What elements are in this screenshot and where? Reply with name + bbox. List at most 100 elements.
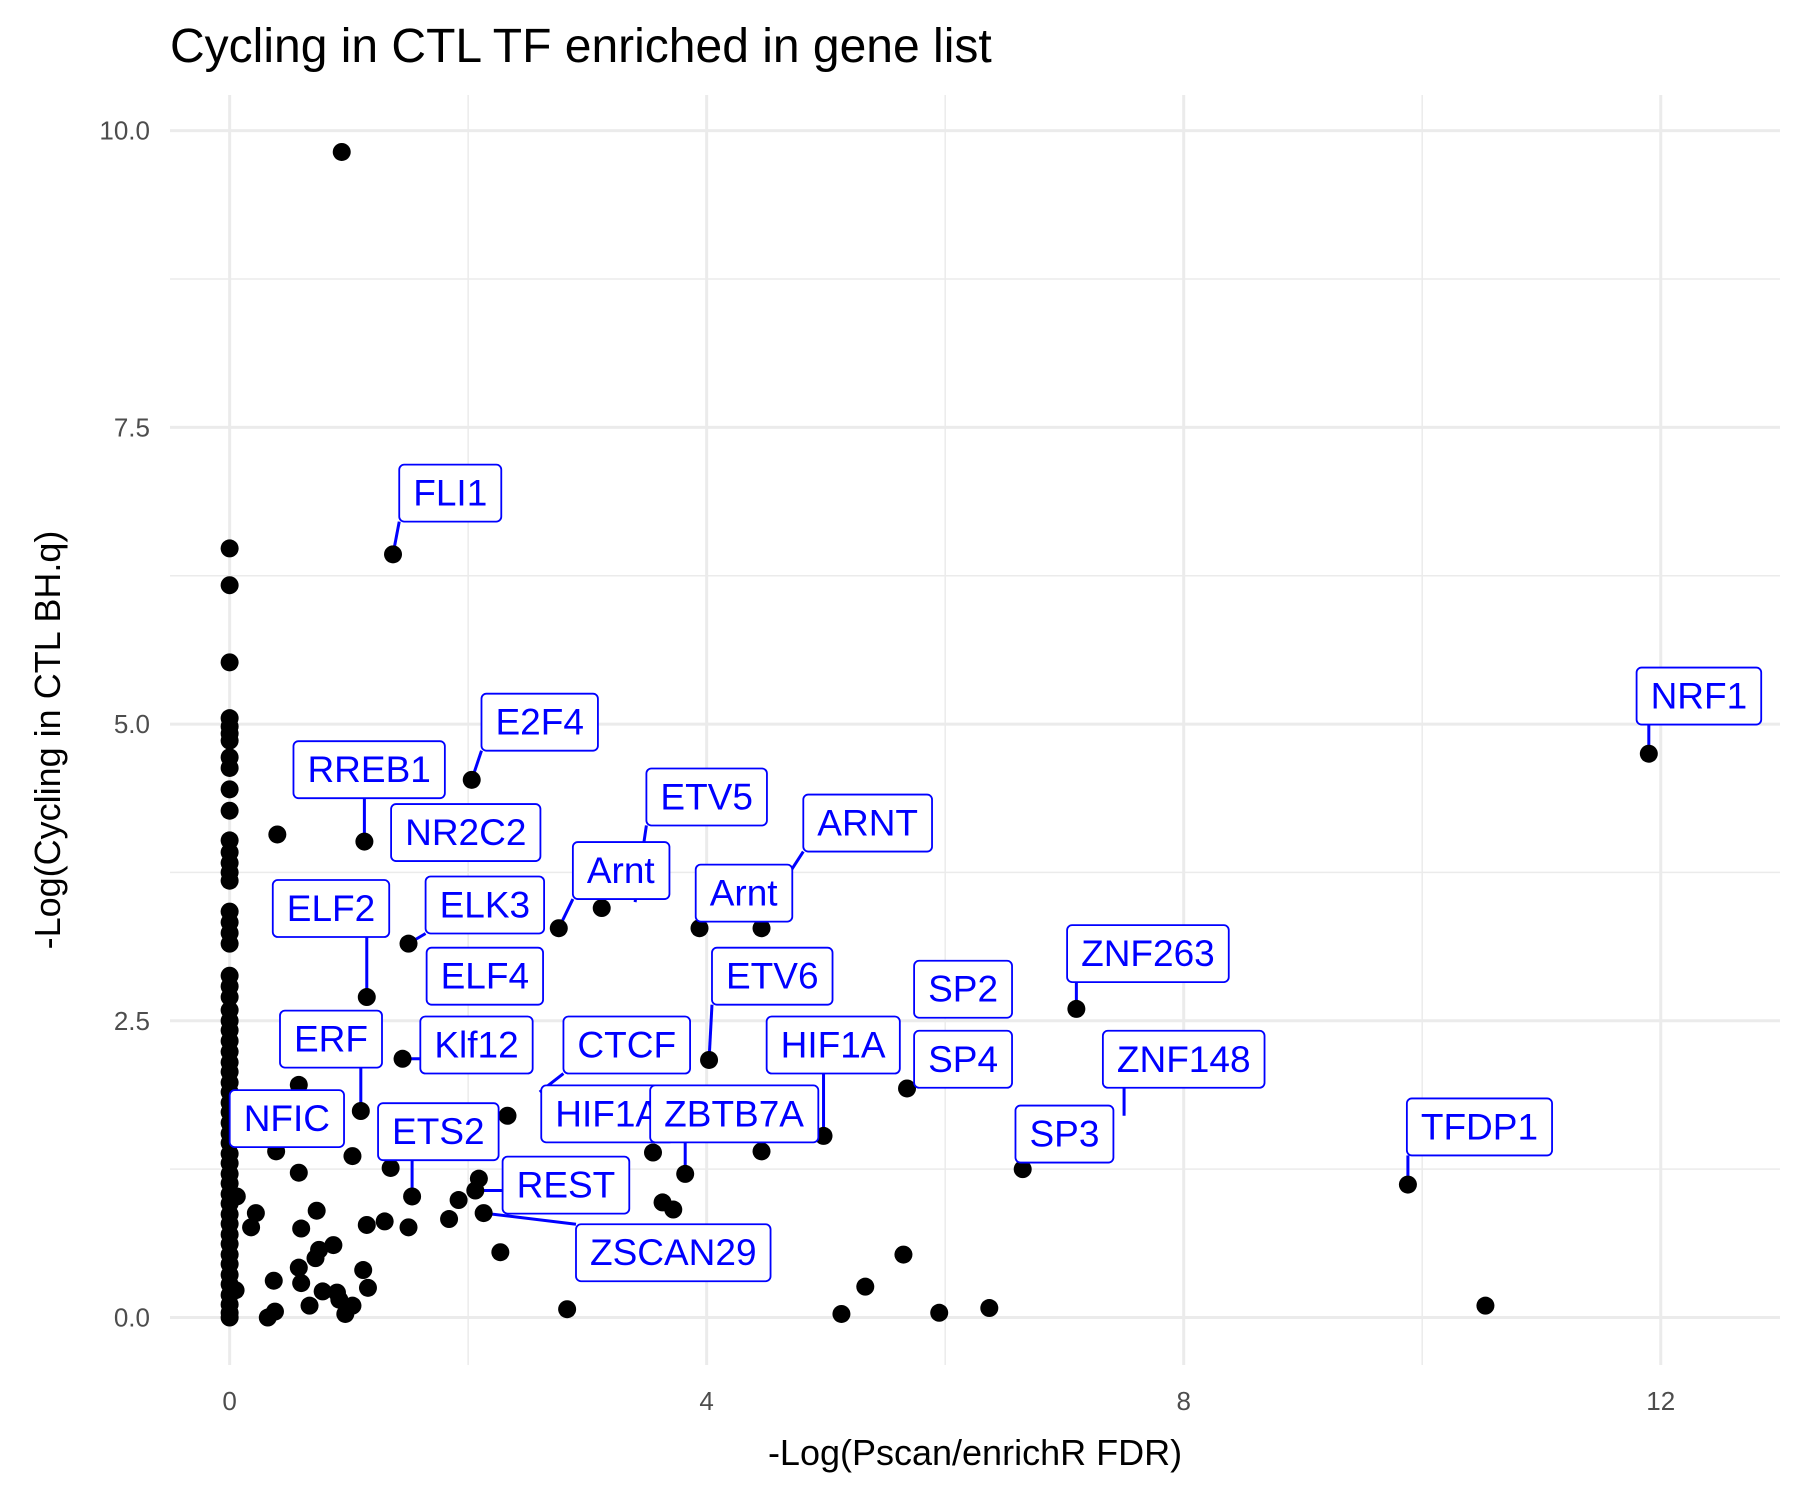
x-axis-title: -Log(Pscan/enrichR FDR) [768,1432,1182,1473]
y-tick-label: 10.0 [99,116,150,146]
point-label-text: SP4 [928,1039,998,1080]
data-point [690,919,709,938]
data-point [393,1049,412,1068]
data-point [357,988,376,1007]
point-label: Klf12 [419,1015,534,1075]
data-point [227,1187,246,1206]
data-point [375,1212,394,1231]
point-label-box [1014,1104,1115,1164]
data-point [644,1143,662,1162]
data-point [220,731,239,750]
data-point [292,1274,311,1293]
point-label-text: FLI1 [413,473,487,514]
data-point [313,1282,332,1301]
data-point [336,1304,355,1323]
point-label: ELK3 [424,875,546,935]
point-label: ETS2 [377,1102,500,1162]
point-label: SP3 [1014,1104,1115,1164]
point-label: REST [501,1155,631,1215]
data-point [466,1181,485,1200]
point-label: FLI1 [398,463,503,523]
point-label-box [480,692,599,752]
data-point [1476,1296,1495,1315]
point-label: ZNF263 [1066,924,1230,984]
data-point [343,1147,362,1166]
point-label-box [1066,924,1230,984]
data-point [307,1201,326,1220]
data-point [399,1218,418,1237]
point-label: SP2 [913,959,1013,1019]
data-point [220,653,239,672]
data-point [357,1215,376,1234]
data-point [752,1142,771,1161]
point-label-text: TFDP1 [1421,1106,1538,1147]
point-label-text: NFIC [244,1098,330,1139]
point-label-text: ELK3 [440,884,531,925]
data-point [1067,999,1086,1018]
y-tick-label: 0.0 [114,1303,150,1333]
axis-ticks: 0 4 8 12 0.0 2.5 5.0 7.5 10.0 [99,116,1675,1416]
point-label: Arnt [694,863,794,923]
point-label: NFIC [228,1089,345,1149]
point-label: ZBTB7A [649,1084,820,1144]
data-point [462,770,481,789]
data-point [381,1158,400,1177]
point-label: NR2C2 [390,803,542,862]
data-point [474,1204,493,1223]
data-point [1639,744,1658,763]
point-label-text: NRF1 [1651,676,1748,717]
point-label-text: ERF [294,1019,368,1060]
point-label-box [913,959,1013,1019]
point-label: ERF [279,1009,383,1069]
point-label-box [802,793,933,853]
point-label-box [1635,666,1763,726]
data-point [664,1200,683,1219]
data-point [220,871,239,890]
data-point [676,1164,695,1183]
label-connector [483,1211,577,1226]
point-label-box [562,1015,691,1075]
data-point [832,1304,851,1323]
data-point [265,1302,284,1321]
point-label-text: ZBTB7A [664,1093,804,1134]
data-point [403,1187,422,1206]
grid [170,95,1780,1365]
point-label-text: HIF1A [555,1093,660,1134]
data-point [894,1245,913,1264]
data-point [220,780,239,799]
data-point [268,825,287,844]
point-label-box [398,463,503,523]
x-tick-label: 8 [1176,1386,1190,1416]
point-label-text: SP2 [928,969,998,1010]
data-point [399,934,418,953]
point-label-text: ZNF148 [1117,1039,1251,1080]
data-point [1013,1160,1032,1179]
data-point [220,539,239,558]
data-point [449,1191,468,1210]
label-connector [707,1004,714,1061]
point-label: HIF1A [540,1084,676,1144]
point-label-box [424,875,546,935]
point-label: TFDP1 [1405,1097,1553,1157]
point-label: ZSCAN29 [575,1223,772,1283]
point-label-text: Klf12 [434,1025,518,1066]
data-point [351,1102,370,1120]
data-point [246,1204,265,1223]
x-tick-label: 4 [699,1386,713,1416]
point-label: ELF4 [425,946,544,1006]
point-label-box [645,767,768,827]
data-point [1398,1175,1417,1194]
point-label-box [1101,1029,1266,1089]
point-label-box [913,1029,1013,1089]
x-tick-label: 0 [222,1386,236,1416]
point-label-text: ZNF263 [1081,933,1215,974]
data-point [592,899,611,918]
data-point [491,1243,510,1262]
data-point [498,1106,517,1125]
point-label-text: ARNT [817,803,918,844]
point-label: ZNF148 [1101,1029,1266,1089]
point-label: RREB1 [292,740,446,800]
point-label-text: ETV5 [660,776,753,817]
point-label: SP4 [913,1029,1013,1089]
data-point [292,1219,311,1238]
